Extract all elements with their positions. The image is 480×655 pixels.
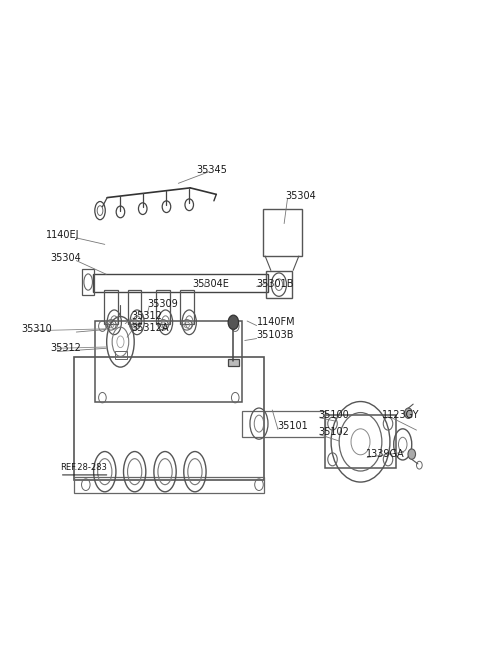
Circle shape <box>228 315 239 329</box>
Text: 35304E: 35304E <box>192 278 229 289</box>
Bar <box>128 290 141 324</box>
Bar <box>96 321 242 402</box>
Circle shape <box>408 449 416 459</box>
Text: 35310: 35310 <box>22 324 52 334</box>
Bar <box>104 290 118 324</box>
Text: 35102: 35102 <box>318 426 349 437</box>
Bar <box>325 415 396 468</box>
Text: 35301B: 35301B <box>257 278 294 289</box>
Text: 35100: 35100 <box>318 410 349 420</box>
Text: 1123GY: 1123GY <box>383 410 420 420</box>
Text: REF.28-283: REF.28-283 <box>60 462 107 472</box>
Text: 1140EJ: 1140EJ <box>46 230 79 240</box>
Text: 35312: 35312 <box>131 311 162 321</box>
Text: 35345: 35345 <box>196 165 227 175</box>
Bar <box>74 357 264 480</box>
Text: 35309: 35309 <box>147 299 178 309</box>
Bar <box>242 411 325 437</box>
Bar <box>266 271 292 298</box>
Text: 35304: 35304 <box>50 253 81 263</box>
Text: 1140FM: 1140FM <box>257 318 295 328</box>
Bar <box>180 290 193 324</box>
Bar <box>115 351 127 359</box>
Text: 35103B: 35103B <box>257 331 294 341</box>
Text: 35101: 35101 <box>277 421 308 432</box>
Bar <box>156 290 170 324</box>
Text: 1339GA: 1339GA <box>366 449 404 459</box>
Circle shape <box>405 408 412 419</box>
Text: 35312A: 35312A <box>131 323 168 333</box>
Bar <box>74 477 264 493</box>
Bar <box>228 359 239 366</box>
Bar <box>83 269 95 295</box>
Text: 35304: 35304 <box>285 191 316 201</box>
Text: 35312: 35312 <box>50 343 81 354</box>
Bar <box>93 274 268 291</box>
Bar <box>263 210 301 256</box>
